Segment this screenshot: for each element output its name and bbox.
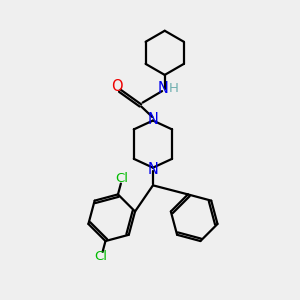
Text: Cl: Cl — [116, 172, 129, 185]
Text: N: N — [148, 112, 158, 127]
Text: N: N — [148, 162, 158, 177]
Text: N: N — [158, 81, 168, 96]
Text: O: O — [111, 79, 123, 94]
Text: H: H — [169, 82, 179, 95]
Text: Cl: Cl — [95, 250, 108, 263]
